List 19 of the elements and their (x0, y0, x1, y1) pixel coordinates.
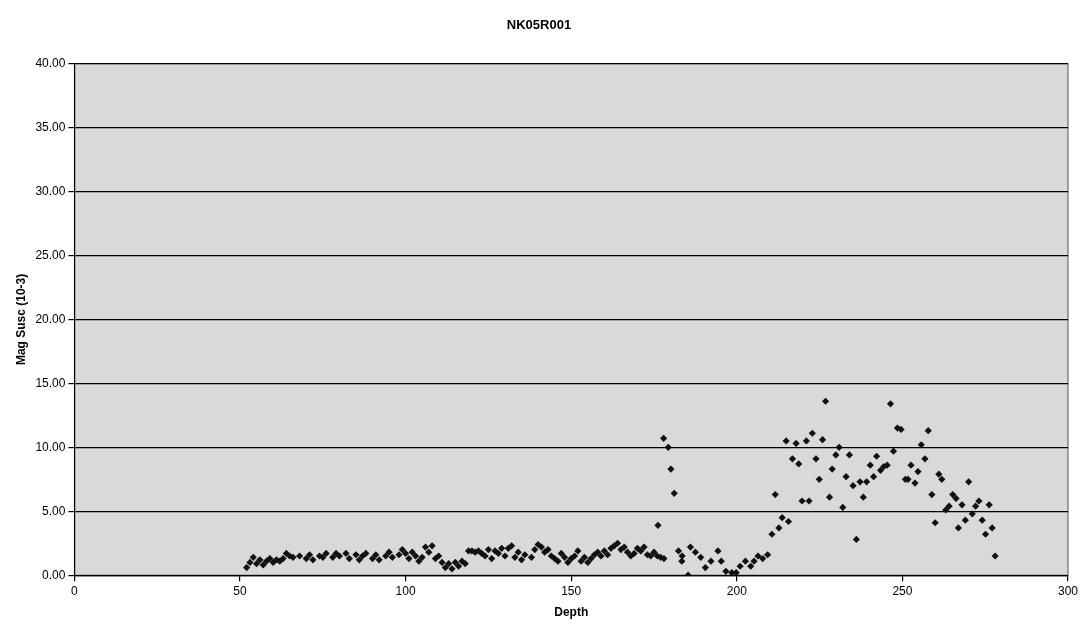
x-tick-label: 0 (71, 583, 79, 598)
y-tick-label: 0.00 (42, 567, 66, 582)
x-tick-label: 250 (892, 583, 913, 598)
y-tick-label: 10.00 (35, 439, 66, 454)
y-tick-label: 5.00 (42, 503, 66, 518)
y-tick-label: 40.00 (35, 55, 66, 70)
y-tick-label: 35.00 (35, 119, 66, 134)
y-tick-label: 20.00 (35, 311, 66, 326)
y-tick-label: 30.00 (35, 183, 66, 198)
x-tick-label: 50 (233, 583, 248, 598)
x-axis-title: Depth (554, 605, 589, 620)
chart-title: NK05R001 (506, 17, 572, 33)
x-tick-label: 150 (561, 583, 582, 598)
x-tick-label: 300 (1057, 583, 1079, 598)
x-tick-label: 100 (395, 583, 416, 598)
y-tick-label: 15.00 (35, 375, 66, 390)
y-axis-title: Mag Susc (10-3) (13, 273, 28, 366)
x-tick-label: 200 (726, 583, 748, 598)
y-tick-label: 25.00 (35, 247, 66, 262)
